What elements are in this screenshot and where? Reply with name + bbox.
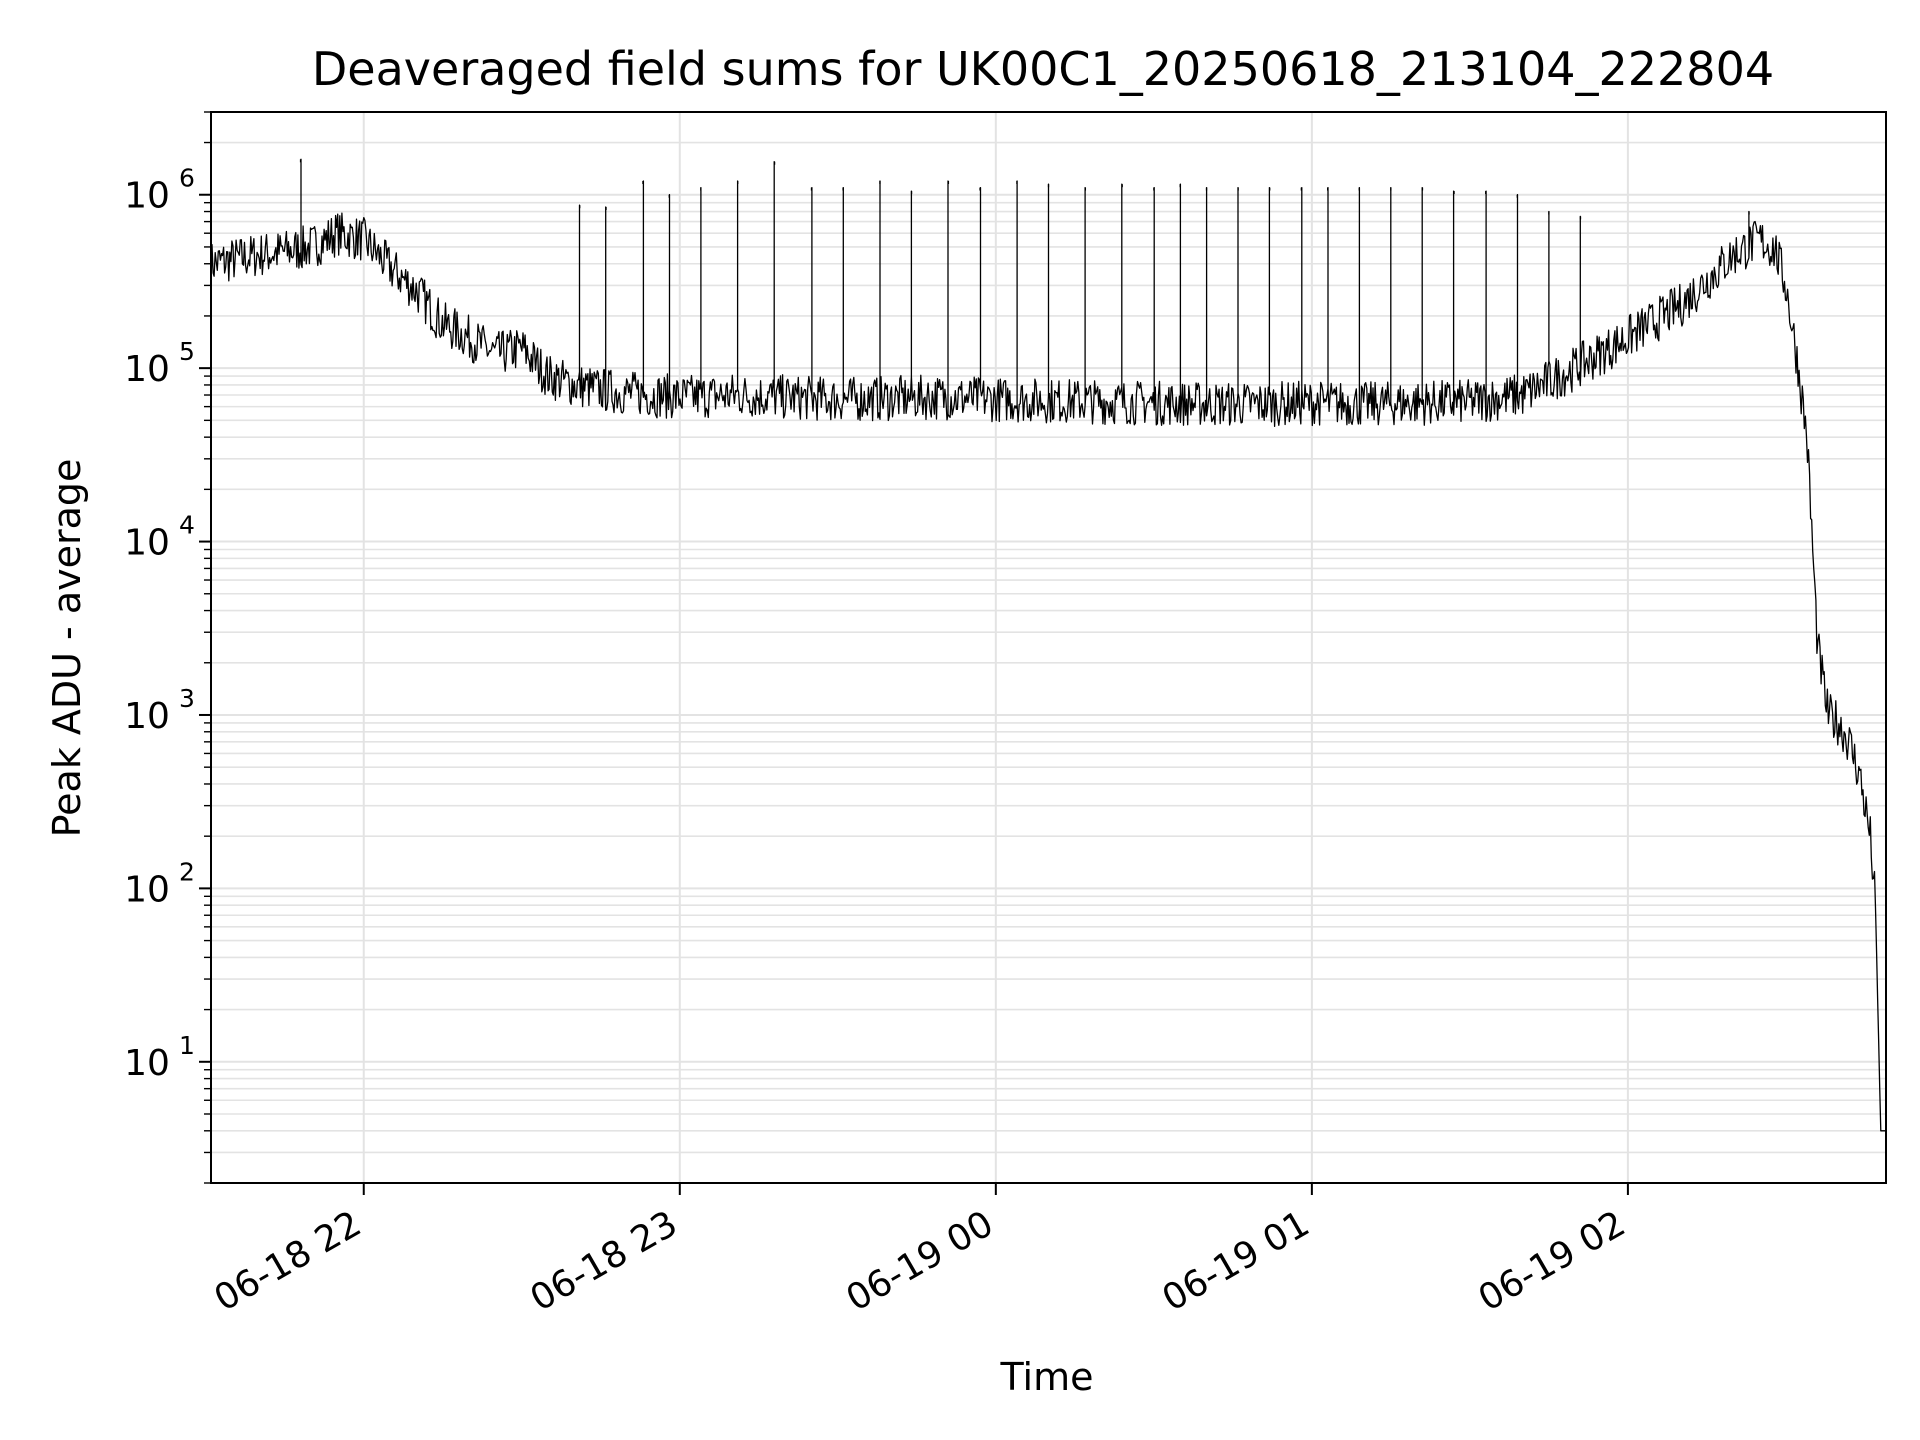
- y-axis-label: Peak ADU - average: [45, 459, 89, 838]
- plot-frame: [210, 111, 1887, 1184]
- y-tick-label: 10: [124, 349, 170, 390]
- minor-gridlines: [211, 111, 1886, 1184]
- y-tick-exponent: 3: [179, 684, 195, 713]
- y-tick-label: 10: [124, 696, 170, 737]
- series-layer: [210, 158, 1886, 1132]
- y-tick-exponent: 1: [179, 1031, 195, 1060]
- y-axis-ticks: 10 1 10 2 10 3 10 4 10 5 10 6: [124, 111, 211, 1184]
- y-tick-exponent: 5: [179, 337, 195, 366]
- x-axis-label: Time: [1000, 1355, 1094, 1399]
- y-tick-exponent: 6: [179, 164, 195, 193]
- y-tick-label: 10: [124, 869, 170, 910]
- y-tick-exponent: 4: [179, 511, 195, 540]
- y-tick-label: 10: [124, 523, 170, 564]
- chart-title: Deaveraged field sums for UK00C1_2025061…: [312, 42, 1774, 96]
- y-tick-label: 10: [124, 176, 170, 217]
- y-tick-label: 10: [124, 1043, 170, 1084]
- series-line: [210, 158, 1886, 1132]
- y-tick-exponent: 2: [179, 857, 195, 886]
